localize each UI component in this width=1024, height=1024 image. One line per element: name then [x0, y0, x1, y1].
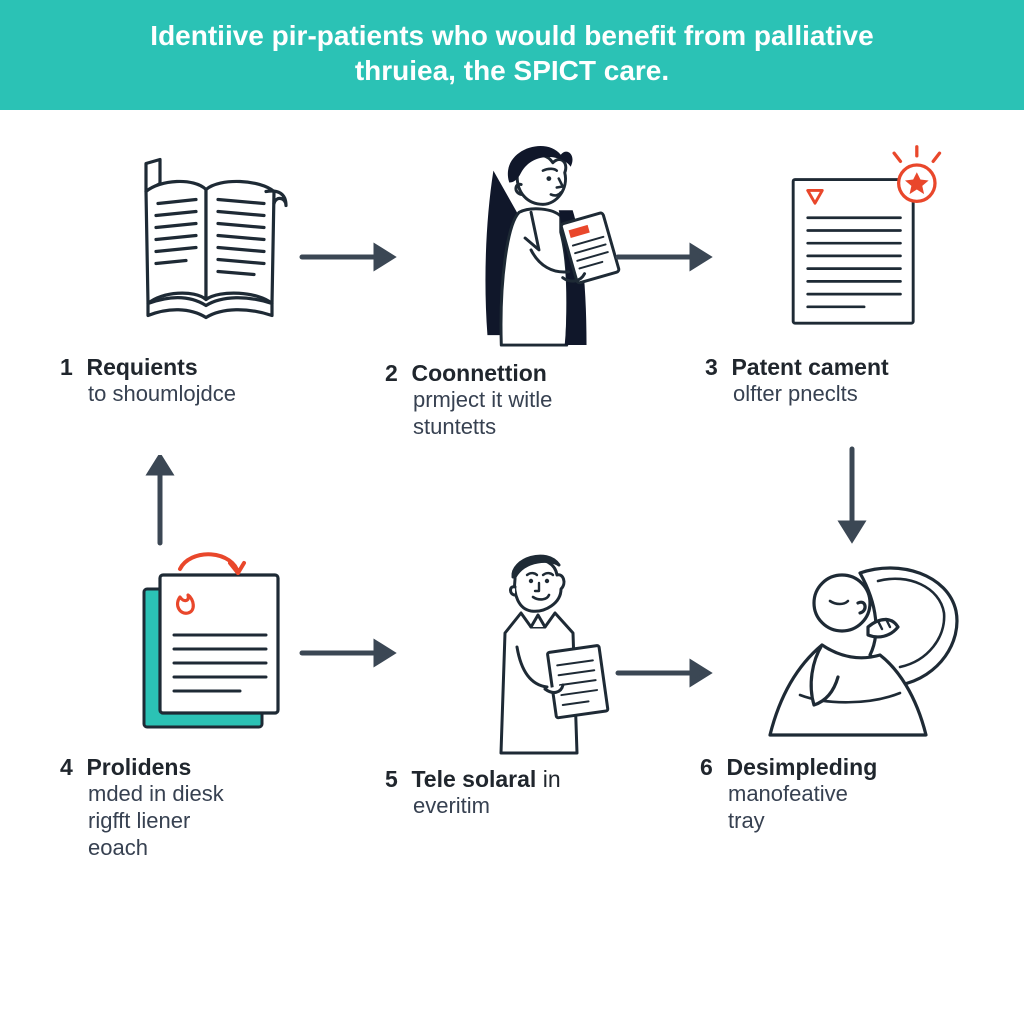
step-2-caption: 2 Coonnettion prmject it witlestuntetts	[385, 359, 685, 441]
step-6-number: 6	[700, 753, 722, 781]
man-paper-icon	[435, 537, 635, 757]
refresh-docs-icon	[110, 545, 310, 745]
arrow-4-1-cycle	[140, 455, 180, 549]
header-line2: thruiea, the SPICT care.	[355, 55, 669, 86]
arrow-2-3	[614, 237, 714, 277]
step-6-desc: manofeativetray	[728, 781, 1000, 835]
step-5-caption: 5 Tele solaral in everitim	[385, 765, 685, 820]
flagged-page-icon	[755, 145, 955, 345]
arrow-5-6	[614, 653, 714, 693]
step-6-caption: 6 Desimpleding manofeativetray	[700, 753, 1000, 835]
woman-clipboard-icon	[435, 133, 635, 351]
step-2: 2 Coonnettion prmject it witlestuntetts	[385, 133, 685, 441]
step-4-title: Prolidens	[86, 754, 191, 780]
header-banner: Identiive pir-patients who would benefit…	[0, 0, 1024, 110]
step-1-number: 1	[60, 353, 82, 381]
step-5-title: Tele solaral	[411, 766, 536, 792]
step-6-title: Desimpleding	[726, 754, 877, 780]
flow-grid: 1 Requients to shoumlojdce	[0, 145, 1024, 1015]
arrow-4-5	[298, 633, 398, 673]
step-2-desc: prmject it witlestuntetts	[413, 387, 685, 441]
step-4: 4 Prolidens mded in dieskrigfft lienereo…	[60, 545, 360, 862]
step-3-desc: olfter pneclts	[733, 381, 1005, 408]
step-1-desc: to shoumlojdce	[88, 381, 360, 408]
step-5-title-light: in	[536, 766, 560, 792]
step-3: 3 Patent cament olfter pneclts	[705, 145, 1005, 408]
step-5-number: 5	[385, 765, 407, 793]
step-4-desc: mded in dieskrigfft lienereoach	[88, 781, 360, 861]
step-4-caption: 4 Prolidens mded in dieskrigfft lienereo…	[60, 753, 360, 862]
step-4-number: 4	[60, 753, 82, 781]
patient-bed-icon	[730, 545, 970, 745]
step-6: 6 Desimpleding manofeativetray	[700, 545, 1000, 835]
step-3-caption: 3 Patent cament olfter pneclts	[705, 353, 1005, 408]
header-line1: Identiive pir-patients who would benefit…	[150, 20, 873, 51]
open-book-icon	[110, 145, 310, 345]
step-3-number: 3	[705, 353, 727, 381]
arrow-3-6	[832, 445, 872, 545]
step-5-desc: everitim	[413, 793, 685, 820]
step-1-title: Requients	[86, 354, 197, 380]
step-2-title: Coonnettion	[411, 360, 546, 386]
step-3-title: Patent cament	[731, 354, 888, 380]
arrow-1-2	[298, 237, 398, 277]
step-2-number: 2	[385, 359, 407, 387]
step-1-caption: 1 Requients to shoumlojdce	[60, 353, 360, 408]
